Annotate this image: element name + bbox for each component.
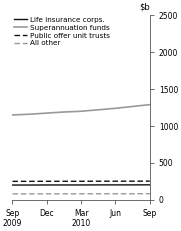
- Public offer unit trusts: [149, 180, 151, 182]
- All other: [80, 192, 82, 195]
- Text: $b: $b: [139, 3, 150, 12]
- All other: [132, 192, 134, 195]
- All other: [29, 192, 31, 195]
- Public offer unit trusts: [46, 180, 48, 183]
- Public offer unit trusts: [63, 180, 65, 183]
- All other: [46, 192, 48, 195]
- Public offer unit trusts: [114, 180, 117, 182]
- Life insurance corps.: [46, 184, 48, 186]
- All other: [97, 192, 99, 195]
- Public offer unit trusts: [11, 180, 14, 183]
- Superannuation funds: [114, 107, 117, 110]
- Public offer unit trusts: [132, 180, 134, 182]
- Life insurance corps.: [29, 184, 31, 186]
- Line: Superannuation funds: Superannuation funds: [12, 105, 150, 115]
- Public offer unit trusts: [80, 180, 82, 183]
- Public offer unit trusts: [29, 180, 31, 183]
- Legend: Life insurance corps., Superannuation funds, Public offer unit trusts, All other: Life insurance corps., Superannuation fu…: [14, 17, 110, 46]
- Public offer unit trusts: [97, 180, 99, 182]
- Life insurance corps.: [80, 184, 82, 186]
- Superannuation funds: [63, 111, 65, 113]
- All other: [149, 192, 151, 195]
- All other: [114, 192, 117, 195]
- Life insurance corps.: [132, 183, 134, 186]
- Life insurance corps.: [149, 183, 151, 186]
- Superannuation funds: [80, 110, 82, 113]
- All other: [63, 192, 65, 195]
- All other: [11, 192, 14, 195]
- Life insurance corps.: [97, 183, 99, 186]
- Superannuation funds: [149, 103, 151, 106]
- Life insurance corps.: [114, 183, 117, 186]
- Life insurance corps.: [63, 184, 65, 186]
- Superannuation funds: [46, 112, 48, 115]
- Superannuation funds: [29, 113, 31, 116]
- Superannuation funds: [11, 114, 14, 116]
- Superannuation funds: [132, 105, 134, 108]
- Superannuation funds: [97, 108, 99, 111]
- Life insurance corps.: [11, 184, 14, 186]
